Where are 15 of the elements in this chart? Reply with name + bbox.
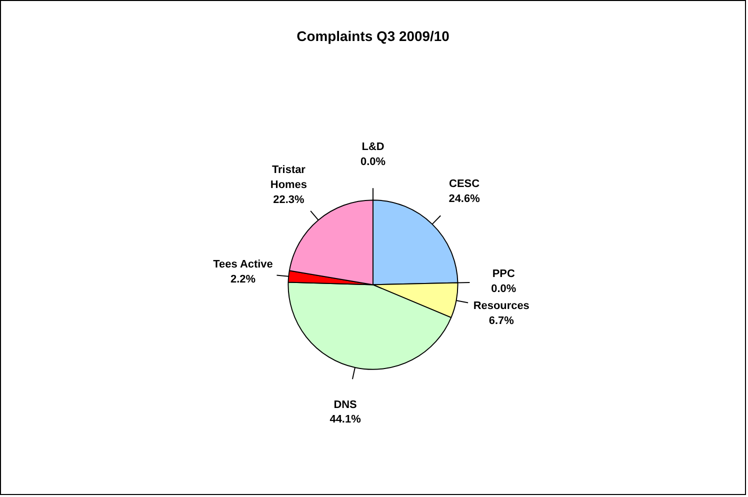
data-label: 24.6% [448,192,480,205]
category-label: PPC [492,268,515,280]
category-label: L&D [362,140,384,153]
data-label: 6.7% [488,315,514,328]
data-label: 44.1% [330,414,362,426]
chart-title: Complaints Q3 2009/10 [296,28,450,44]
data-label: 2.2% [230,273,256,286]
slice-label: Resources [473,300,530,312]
slice-label: Tees Active [213,258,273,270]
slice-label: CESC [449,178,480,190]
data-label: 22.3% [273,194,305,206]
slice-label: Tristar Homes [270,164,307,192]
text: 0.0% [491,283,516,296]
slice-label: DNS [334,398,357,411]
text: 0.0% [360,156,386,168]
